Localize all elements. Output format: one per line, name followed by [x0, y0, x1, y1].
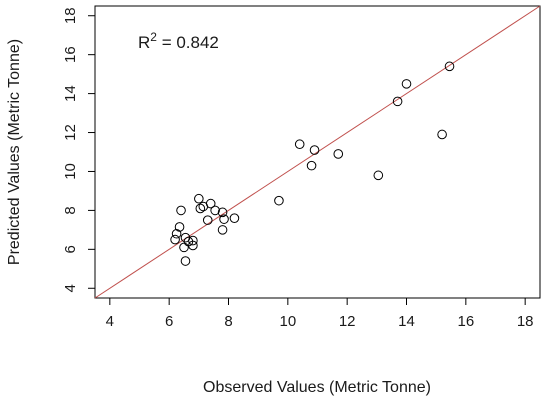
data-point: [194, 193, 204, 204]
data-point: [229, 213, 240, 223]
y-tick-label: 8: [62, 206, 79, 214]
data-point: [180, 256, 191, 266]
data-point: [174, 222, 185, 232]
data-point: [195, 203, 206, 214]
data-point: [210, 205, 220, 216]
x-tick-label: 10: [279, 313, 296, 330]
x-tick-label: 18: [517, 313, 534, 330]
y-axis-label: Predicted Values (Metric Tonne): [6, 39, 23, 265]
data-point: [274, 195, 284, 206]
data-point: [437, 129, 447, 140]
data-point: [188, 235, 198, 246]
y-tick-label: 4: [62, 284, 79, 292]
y-tick-label: 10: [62, 163, 79, 180]
points-layer: [170, 61, 455, 266]
r-squared-value: = 0.842: [157, 33, 219, 52]
y-tick-label: 12: [62, 124, 79, 141]
plot-frame: [94, 5, 541, 299]
data-point: [373, 170, 384, 181]
x-tick-label: 14: [398, 313, 415, 330]
x-tick-label: 12: [339, 313, 356, 330]
y-tick-label: 18: [62, 7, 79, 24]
plot-area: [94, 5, 541, 299]
data-point: [219, 214, 229, 224]
data-point: [179, 242, 189, 253]
data-point: [309, 145, 320, 155]
data-point: [176, 205, 186, 216]
x-tick-label: 8: [224, 313, 232, 330]
data-point: [444, 61, 455, 72]
data-point: [205, 198, 216, 209]
data-point: [170, 234, 180, 245]
r-squared-superscript: 2: [150, 30, 157, 44]
x-tick-label: 16: [457, 313, 474, 330]
r-squared-annotation: R2 = 0.842: [138, 30, 219, 52]
r-squared-r: R: [138, 33, 150, 52]
data-point: [188, 240, 198, 251]
y-axis: 4 6 8 10 12 14 16 18: [62, 7, 95, 292]
x-tick-label: 4: [106, 313, 114, 330]
data-point: [401, 79, 412, 89]
x-tick-label: 6: [165, 313, 173, 330]
data-point: [333, 149, 344, 159]
data-point: [392, 96, 403, 107]
y-tick-label: 14: [62, 85, 79, 102]
data-point: [202, 215, 213, 225]
data-point: [306, 160, 317, 171]
x-axis: 4 6 8 10 12 14 16 18: [106, 298, 534, 330]
reference-line-layer: [94, 5, 541, 299]
x-axis-label: Observed Values (Metric Tonne): [203, 379, 431, 396]
data-point: [217, 225, 228, 235]
data-point: [171, 228, 182, 239]
y-tick-label: 6: [62, 245, 79, 253]
y-tick-label: 16: [62, 46, 79, 63]
data-point: [294, 139, 305, 150]
reference-line: [94, 5, 541, 299]
data-point: [217, 207, 228, 218]
